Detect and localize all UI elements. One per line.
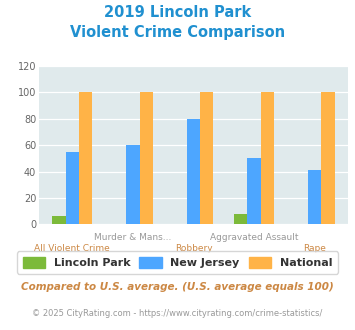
- Bar: [200, 92, 213, 224]
- Bar: [187, 119, 200, 224]
- Bar: [247, 158, 261, 224]
- Bar: [308, 170, 321, 224]
- Text: Compared to U.S. average. (U.S. average equals 100): Compared to U.S. average. (U.S. average …: [21, 282, 334, 292]
- Bar: [66, 152, 79, 224]
- Text: Violent Crime Comparison: Violent Crime Comparison: [70, 25, 285, 40]
- Text: All Violent Crime: All Violent Crime: [34, 244, 110, 253]
- Text: 2019 Lincoln Park: 2019 Lincoln Park: [104, 5, 251, 20]
- Text: Robbery: Robbery: [175, 244, 212, 253]
- Text: © 2025 CityRating.com - https://www.cityrating.com/crime-statistics/: © 2025 CityRating.com - https://www.city…: [32, 309, 323, 317]
- Bar: [126, 145, 140, 224]
- Bar: [140, 92, 153, 224]
- Bar: [234, 214, 247, 224]
- Bar: [261, 92, 274, 224]
- Bar: [321, 92, 334, 224]
- Legend: Lincoln Park, New Jersey, National: Lincoln Park, New Jersey, National: [17, 251, 338, 274]
- Bar: [79, 92, 92, 224]
- Text: Murder & Mans...: Murder & Mans...: [94, 233, 171, 242]
- Bar: [53, 216, 66, 224]
- Text: Aggravated Assault: Aggravated Assault: [210, 233, 298, 242]
- Text: Rape: Rape: [303, 244, 326, 253]
